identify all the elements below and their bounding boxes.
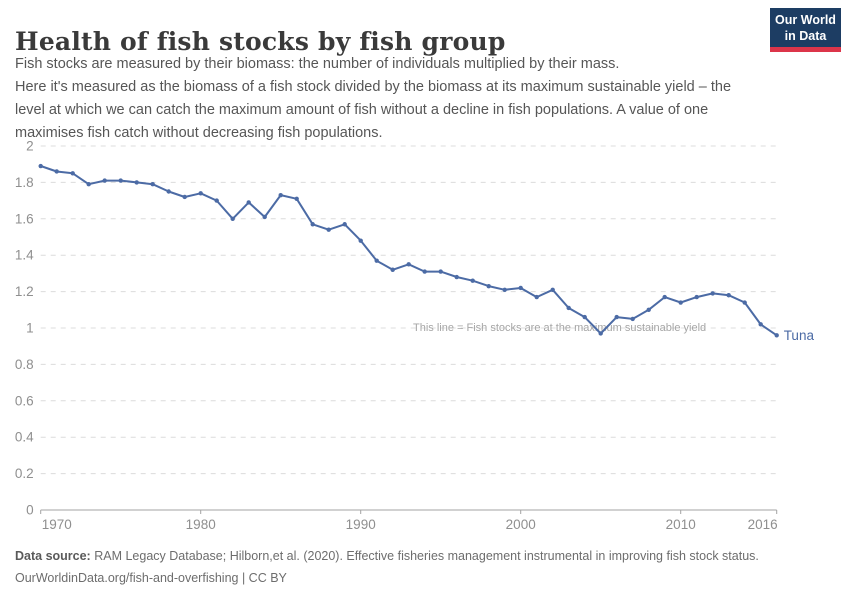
data-source-text: RAM Legacy Database; Hilborn,et al. (202… xyxy=(90,549,759,563)
owid-logo-line1: Our World xyxy=(775,13,836,27)
data-point[interactable] xyxy=(102,178,107,183)
y-axis-tick-label: 0.6 xyxy=(15,393,34,408)
data-point[interactable] xyxy=(214,198,219,203)
license-line[interactable]: OurWorldinData.org/fish-and-overfishing … xyxy=(15,571,287,585)
owid-logo-line2: in Data xyxy=(784,29,827,43)
y-axis-tick-label: 2 xyxy=(26,139,34,154)
data-point[interactable] xyxy=(294,196,299,201)
data-point[interactable] xyxy=(630,316,635,322)
owid-logo[interactable]: Our World in Data xyxy=(770,8,841,52)
data-point[interactable] xyxy=(486,283,491,289)
data-point[interactable] xyxy=(182,194,187,200)
y-axis-tick-label: 1.8 xyxy=(15,175,34,190)
y-axis-tick-label: 0.8 xyxy=(15,357,34,372)
data-point[interactable] xyxy=(534,294,539,300)
data-point[interactable] xyxy=(54,169,59,174)
x-axis-tick-label: 1980 xyxy=(186,517,216,532)
data-point[interactable] xyxy=(422,269,427,274)
data-point[interactable] xyxy=(454,274,459,280)
y-axis-tick-label: 0.4 xyxy=(15,430,34,445)
y-axis-tick-label: 1.6 xyxy=(15,211,34,226)
y-axis-tick-label: 1.4 xyxy=(15,248,34,263)
data-point[interactable] xyxy=(710,291,715,296)
data-point[interactable] xyxy=(742,300,747,305)
y-axis-tick-label: 0.2 xyxy=(15,466,34,481)
owid-logo-redbar xyxy=(770,47,841,52)
x-axis-tick-label: 1990 xyxy=(346,517,376,532)
data-point[interactable] xyxy=(198,191,203,196)
data-point[interactable] xyxy=(582,314,587,320)
x-axis-tick-label: 2016 xyxy=(748,517,778,532)
subtitle-line: Here it's measured as the biomass of a f… xyxy=(15,79,732,95)
data-point[interactable] xyxy=(342,222,347,227)
data-point[interactable] xyxy=(598,331,603,336)
data-point[interactable] xyxy=(774,333,779,338)
data-point[interactable] xyxy=(246,200,251,205)
data-point[interactable] xyxy=(406,262,411,267)
data-point[interactable] xyxy=(694,294,699,300)
data-point[interactable] xyxy=(678,300,683,305)
y-axis-tick-label: 1.2 xyxy=(15,284,34,299)
x-axis-tick-label: 2010 xyxy=(666,517,696,532)
data-point[interactable] xyxy=(374,258,379,263)
data-point[interactable] xyxy=(566,305,571,311)
data-point[interactable] xyxy=(70,171,75,176)
y-axis-tick-label: 1 xyxy=(26,321,34,336)
data-point[interactable] xyxy=(150,182,155,187)
data-point[interactable] xyxy=(726,293,731,298)
data-point[interactable] xyxy=(326,227,331,232)
data-source-label: Data source: xyxy=(15,549,91,563)
data-point[interactable] xyxy=(310,222,315,227)
subtitle-line: level at which we can catch the maximum … xyxy=(15,102,709,118)
data-point[interactable] xyxy=(166,189,171,194)
data-point[interactable] xyxy=(662,294,667,300)
data-point[interactable] xyxy=(118,178,123,183)
msy-annotation: This line = Fish stocks are at the maxim… xyxy=(413,322,706,334)
page-title: Health of fish stocks by fish group xyxy=(15,26,506,56)
data-point[interactable] xyxy=(134,180,139,185)
data-point[interactable] xyxy=(390,267,395,272)
y-axis-tick-label: 0 xyxy=(26,503,34,518)
data-point[interactable] xyxy=(470,278,475,283)
data-point[interactable] xyxy=(758,322,763,327)
data-point[interactable] xyxy=(646,307,651,312)
subtitle-line: Fish stocks are measured by their biomas… xyxy=(15,56,620,72)
subtitle-line: maximises fish catch without decreasing … xyxy=(15,125,383,141)
data-point[interactable] xyxy=(38,163,43,169)
series-line-tuna xyxy=(40,165,778,337)
data-point[interactable] xyxy=(614,314,619,320)
data-source-line: Data source: RAM Legacy Database; Hilbor… xyxy=(15,545,835,567)
data-point[interactable] xyxy=(278,192,283,198)
chart-footer: Data source: RAM Legacy Database; Hilbor… xyxy=(15,545,835,589)
data-point[interactable] xyxy=(86,182,91,187)
data-point[interactable] xyxy=(502,287,507,292)
data-point[interactable] xyxy=(358,238,363,243)
data-point[interactable] xyxy=(262,214,267,220)
chart-subtitle: Fish stocks are measured by their biomas… xyxy=(15,53,775,145)
data-point[interactable] xyxy=(550,287,555,292)
series-label-tuna: Tuna xyxy=(784,328,815,343)
data-point[interactable] xyxy=(438,269,443,274)
x-axis-tick-label: 2000 xyxy=(506,517,536,532)
data-point[interactable] xyxy=(230,216,235,221)
line-chart-canvas: 2 1.8 1.6 1.4 1.2 1 0.8 0.6 0.4 0.2 0 1970 1980 1990 2… xyxy=(15,139,815,533)
data-point[interactable] xyxy=(518,285,523,291)
x-axis-tick-label: 1970 xyxy=(42,517,72,532)
